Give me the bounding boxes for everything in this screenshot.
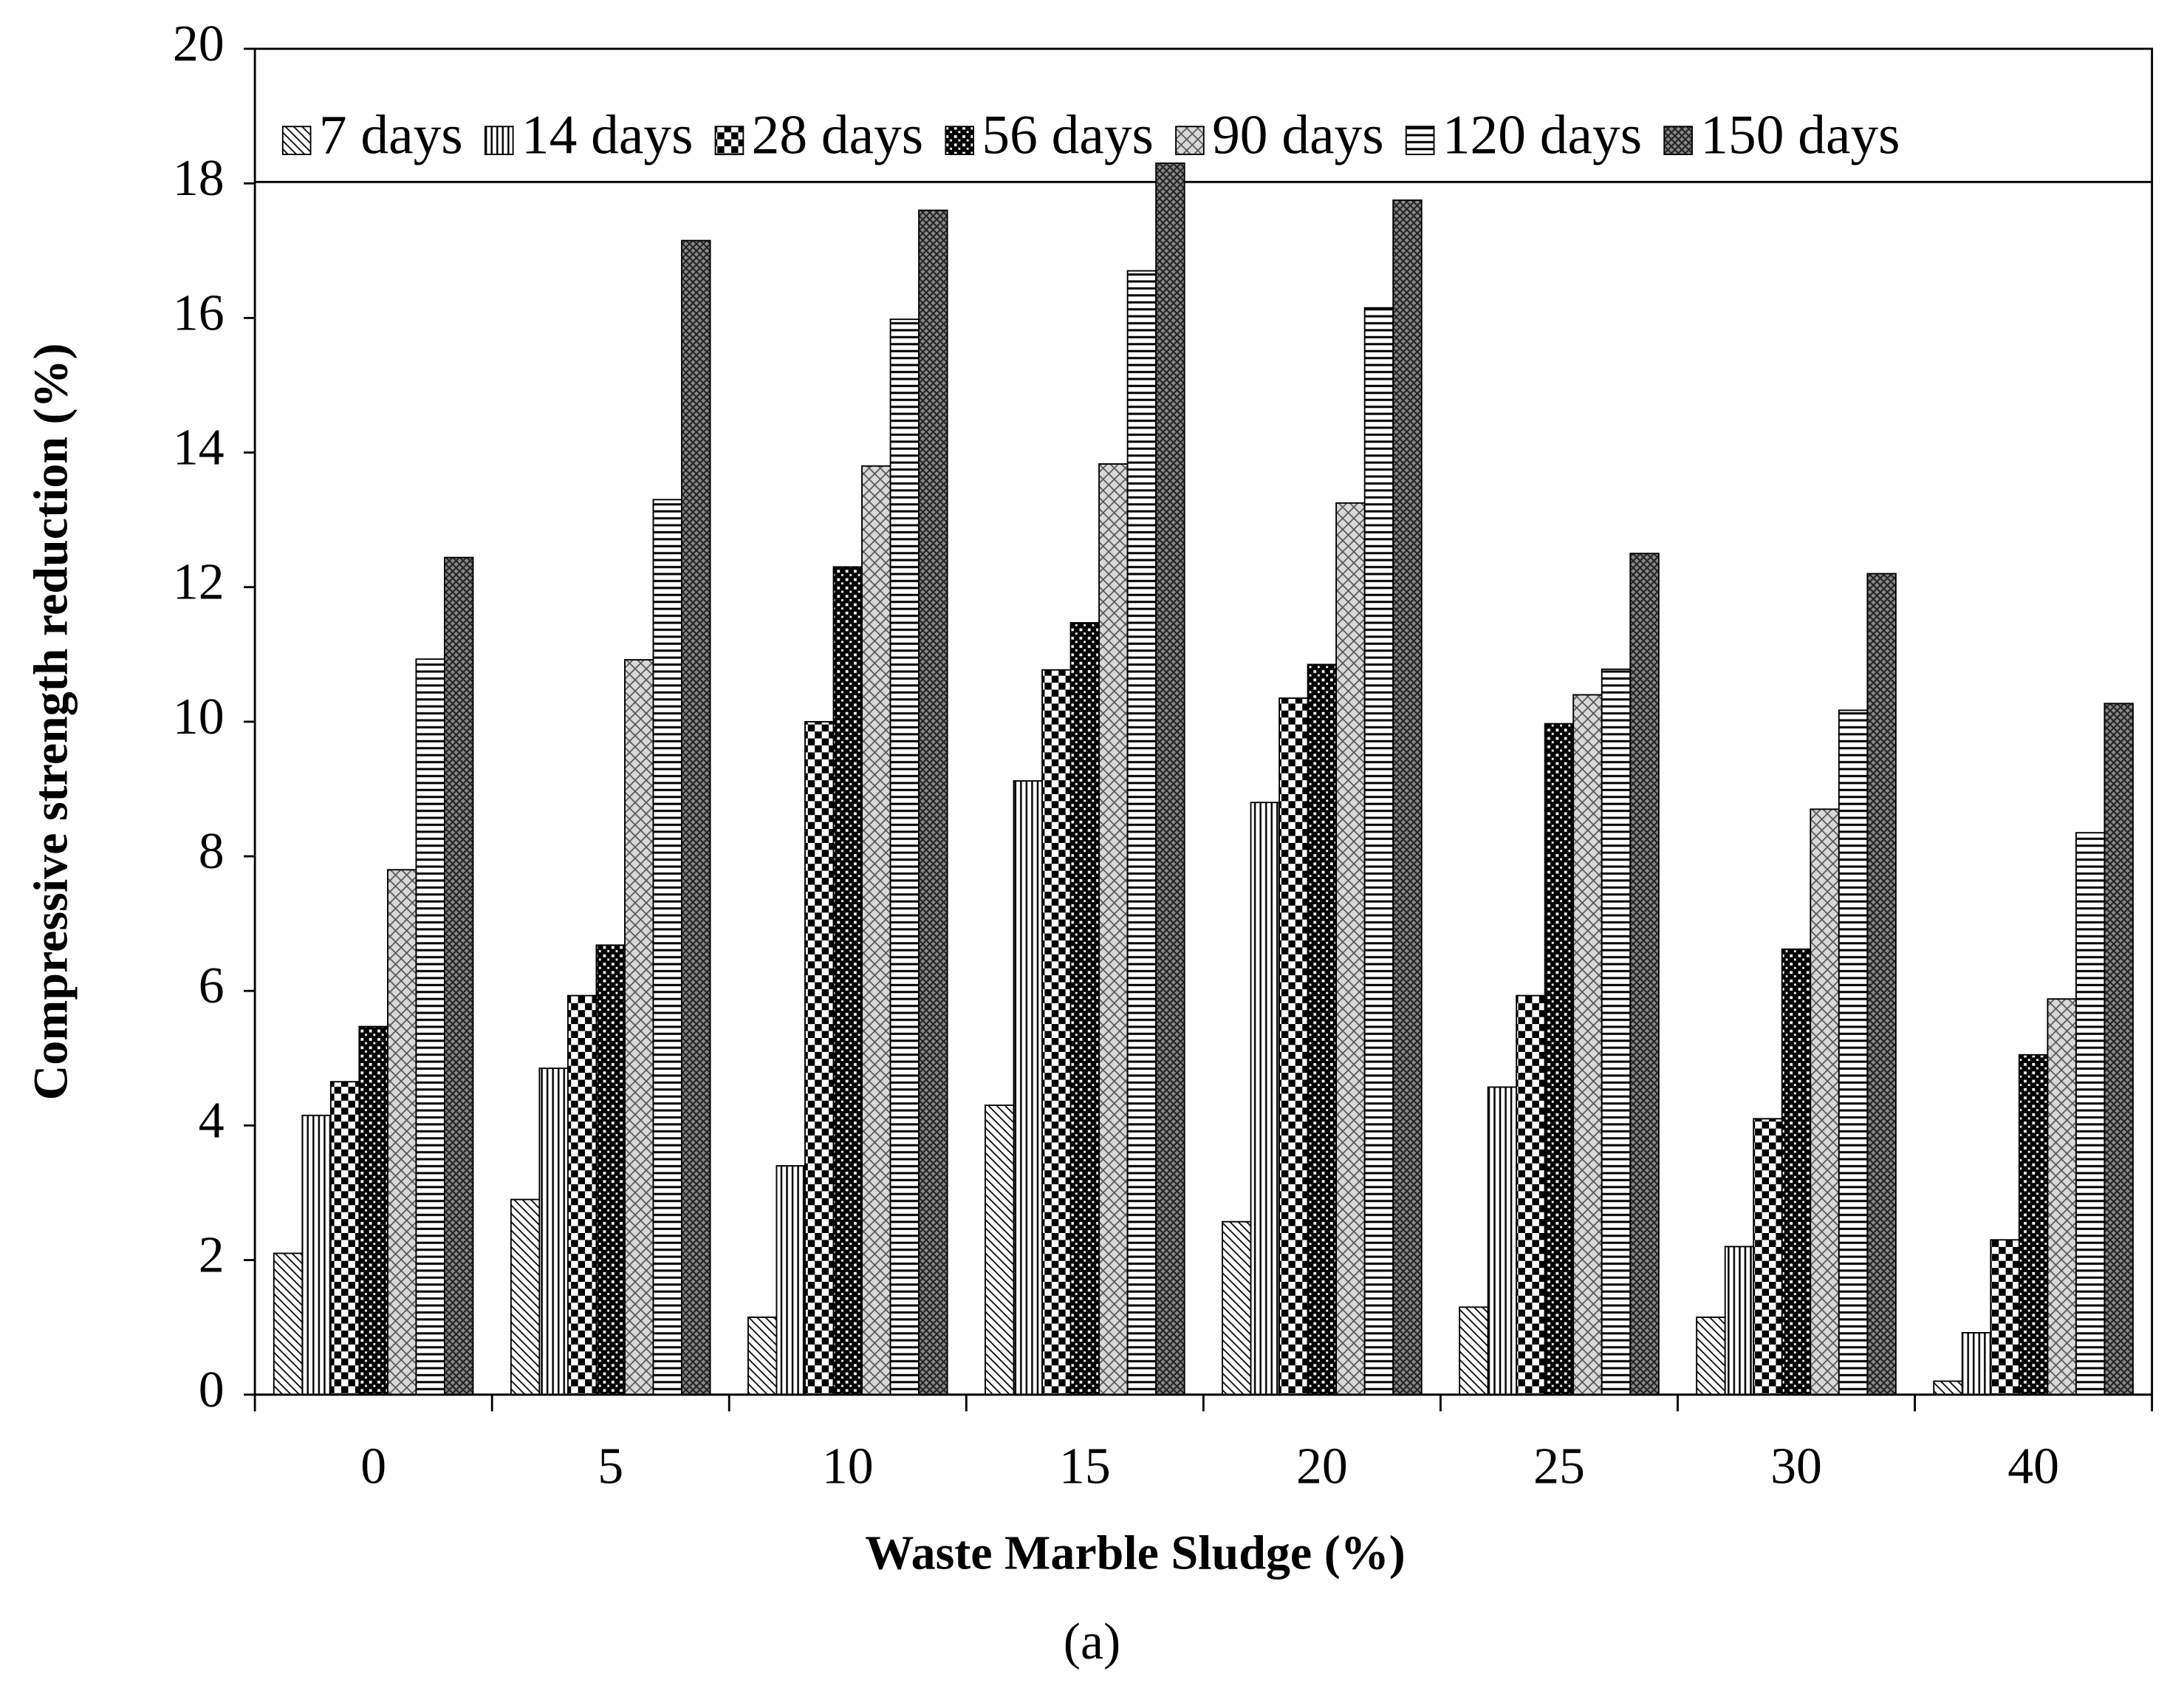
bar [1098,463,1129,1396]
bar [1696,1317,1726,1396]
y-axis-title: Compressive strength reduction (%) [24,343,78,1100]
bar [1838,709,1869,1396]
bar [1933,1380,1963,1396]
y-tick-label: 16 [173,284,225,341]
legend-swatch [281,126,312,155]
bar [1572,694,1603,1396]
bar [1126,270,1157,1396]
bar [889,318,920,1396]
bar [624,659,654,1396]
bar [1363,307,1394,1396]
x-tick-label: 30 [1770,1438,1822,1495]
bar [2103,703,2134,1396]
bar [776,1165,806,1396]
x-axis-title: Waste Marble Sludge (%) [865,1526,1405,1580]
y-tick-label: 6 [199,957,225,1014]
bar [444,556,474,1396]
bar [329,1081,360,1396]
y-tick-label: 10 [173,689,225,745]
bar [652,499,682,1396]
legend-swatch [1405,126,1435,155]
bar [1601,668,1632,1396]
bar [804,720,835,1396]
legend-label: 56 days [982,104,1154,165]
bar [1041,669,1072,1396]
y-tick-label: 8 [199,823,225,880]
bar [1544,723,1575,1396]
legend-label: 150 days [1700,104,1900,165]
bar [2075,832,2106,1396]
bar [1990,1239,2020,1396]
bar [273,1252,304,1396]
bar [1392,199,1423,1396]
x-tick-label: 10 [822,1438,874,1495]
bar [2018,1054,2049,1396]
bar [595,944,626,1396]
legend-swatch [1175,126,1205,155]
bar [985,1104,1015,1396]
bar [1487,1086,1518,1396]
bar [510,1198,541,1396]
y-tick-label: 14 [173,420,225,477]
y-tick-label: 0 [199,1362,225,1418]
bar [386,869,417,1396]
bar [415,658,445,1396]
bar [301,1114,332,1396]
bar [566,994,598,1396]
bar [861,465,891,1396]
y-tick-label: 12 [173,554,225,611]
y-tick-label: 2 [199,1227,225,1284]
caption: (a) [1064,1614,1120,1670]
bar [1516,994,1546,1396]
x-tick-label: 5 [598,1438,623,1495]
x-tick-label: 0 [360,1438,386,1495]
bar [1961,1332,1992,1396]
y-tick-label: 4 [199,1092,225,1149]
legend-swatch [484,126,514,155]
bar [1278,697,1309,1396]
bar [1307,663,1338,1396]
bar [1781,948,1812,1396]
bar [358,1025,388,1396]
bar [747,1317,778,1396]
bar [2047,998,2077,1396]
bar [1222,1220,1252,1396]
bar [1459,1306,1489,1396]
bar [1335,502,1366,1396]
bar [832,566,863,1396]
bar [1753,1118,1783,1396]
bar [1629,553,1660,1396]
y-tick-label: 18 [173,150,225,207]
bar [918,209,948,1396]
bar [1724,1246,1755,1396]
x-tick-label: 40 [2007,1438,2059,1495]
bar [1069,622,1100,1396]
legend-label: 90 days [1212,104,1384,165]
y-tick-label: 20 [173,16,225,72]
legend: 7 days 14 days 28 days 56 days 90 days 120 da… [281,104,1900,165]
bar [538,1068,569,1396]
legend-label: 120 days [1442,104,1642,165]
bar [1250,802,1281,1396]
legend-swatch [945,126,974,155]
bar [1810,808,1840,1396]
bar [1866,573,1897,1396]
legend-label: 28 days [752,104,924,165]
x-tick-label: 25 [1533,1438,1585,1495]
legend-label: 7 days [319,104,463,165]
legend-swatch [714,126,744,155]
x-tick-label: 20 [1296,1438,1348,1495]
bar [681,239,711,1396]
x-tick-label: 15 [1059,1438,1111,1495]
bar [1013,780,1043,1396]
bar [1155,162,1185,1396]
legend-swatch [1663,126,1693,155]
legend-label: 14 days [521,104,694,165]
